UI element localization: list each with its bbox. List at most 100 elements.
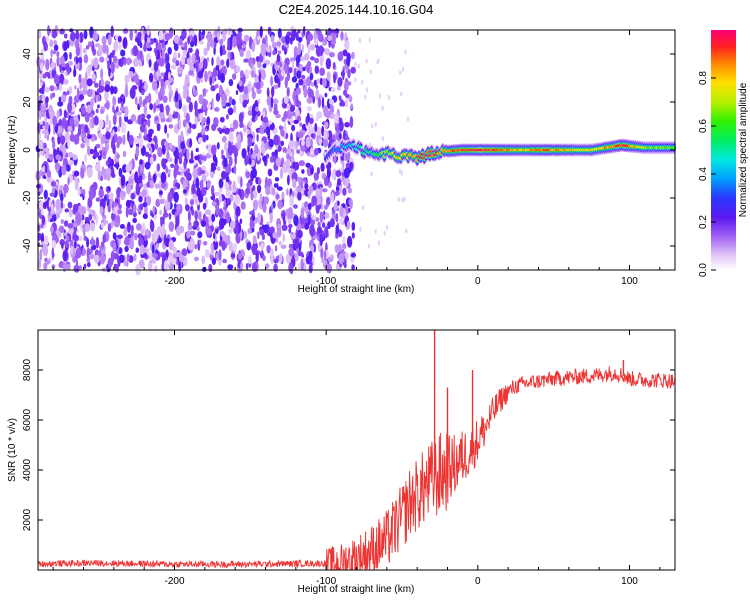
noise-blob [347,81,352,86]
noise-blob [307,190,312,196]
noise-blob [175,215,180,227]
noise-blob [54,162,61,172]
noise-blob [248,80,252,92]
noise-blob [71,219,75,224]
noise-blob [148,59,152,68]
noise-blob [174,111,179,119]
noise-blob [335,32,339,39]
noise-blob [65,263,71,270]
noise-blob [50,225,54,234]
noise-blob [60,193,64,202]
noise-blob [54,184,59,191]
colorbar-tick-label: 0.2 [698,215,709,229]
noise-blob [104,89,109,102]
noise-blob [137,38,141,46]
noise-blob [153,214,157,220]
noise-blob [229,59,236,70]
noise-blob [117,125,121,133]
noise-blob [112,241,117,252]
noise-blob [199,112,203,121]
noise-blob [182,179,188,186]
noise-blob [273,84,279,90]
noise-blob [351,232,355,239]
noise-blob [337,178,341,186]
noise-blob [165,165,168,174]
noise-blob [135,119,138,125]
noise-blob [255,251,259,263]
noise-blob [107,156,112,165]
noise-blob [122,150,127,157]
noise-blob [228,96,233,104]
noise-blob [306,97,313,104]
noise-blob [89,148,95,155]
noise-blob [59,184,64,191]
noise-blob [235,206,241,217]
noise-blob [323,129,328,139]
noise-blob [202,202,207,210]
noise-blob [107,205,111,213]
noise-blob [48,117,53,126]
noise-blob [324,36,327,46]
noise-blob [277,27,282,39]
noise-blob [228,228,233,234]
colorbar-label: Normalized spectral amplitude [738,82,749,217]
y-tick-label: 20 [22,96,33,108]
noise-blob [227,264,234,270]
noise-blob [354,77,357,83]
noise-blob [151,243,155,255]
noise-blob [305,255,311,265]
noise-blob [174,126,178,132]
noise-blob [138,196,143,203]
noise-blob [173,191,179,203]
noise-blob [344,176,349,188]
noise-blob [157,147,163,158]
noise-blob [206,57,210,62]
noise-blob [173,43,179,52]
noise-blob [319,234,324,246]
noise-blob [234,194,241,206]
noise-blob [77,189,81,196]
noise-blob [100,108,104,115]
noise-blob [111,173,116,178]
x-tick-label: 0 [475,276,481,287]
noise-blob [291,76,298,83]
noise-blob [148,171,151,183]
noise-blob [78,73,82,84]
noise-blob [291,124,296,132]
noise-blob [60,219,64,224]
noise-blob [120,49,126,57]
noise-blob [88,66,91,78]
noise-blob [152,253,159,259]
noise-blob [156,98,161,105]
noise-blob [181,54,186,65]
noise-blob [139,159,143,166]
noise-blob [122,134,126,146]
noise-blob [211,257,217,266]
noise-blob [61,164,67,176]
noise-blob [330,86,336,93]
noise-blob [294,161,300,171]
noise-blob [220,59,225,66]
noise-blob [83,263,87,270]
noise-blob [98,188,104,199]
noise-blob [160,118,166,122]
noise-blob [269,212,273,224]
noise-blob [39,249,43,261]
noise-blob [204,70,208,83]
noise-blob [211,123,217,132]
noise-blob [65,240,69,248]
noise-blob [65,163,71,172]
noise-blob [97,155,102,161]
noise-blob [55,199,61,210]
noise-blob [299,122,303,127]
noise-blob [240,201,246,210]
noise-blob [195,177,200,189]
noise-blob [178,261,182,272]
noise-blob [351,221,356,231]
noise-blob [276,53,280,63]
noise-blob [280,244,287,249]
noise-blob [52,49,57,55]
noise-blob [49,218,54,223]
noise-blob [133,253,137,262]
noise-blob [160,78,165,89]
